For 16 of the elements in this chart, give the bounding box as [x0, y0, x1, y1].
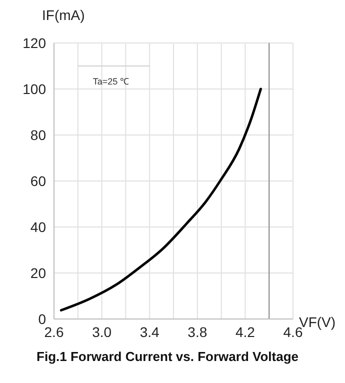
text: 3.0 [92, 324, 112, 340]
y-tick-label: 40 [30, 218, 46, 235]
annotation: Ta=25 ℃ [92, 76, 130, 86]
y-tick-label: 60 [30, 172, 46, 189]
x-tick-label: 3.4 [140, 324, 160, 340]
y-tick-label: 80 [30, 126, 46, 143]
y-axis-title: IF(mA) [42, 7, 85, 23]
x-tick-label: 4.2 [235, 324, 256, 340]
x-tick-label: 2.6 [44, 324, 64, 340]
x-tick-label: 3.8 [188, 324, 208, 340]
y-tick-label: 0 [38, 310, 46, 327]
line-series [60, 88, 262, 312]
y-tick-label: 120 [22, 34, 46, 51]
y-tick-label: 20 [30, 264, 46, 281]
y-tick-label: 100 [22, 80, 46, 97]
text: Fig.1 Forward Current vs. Forward Voltage [36, 349, 298, 364]
